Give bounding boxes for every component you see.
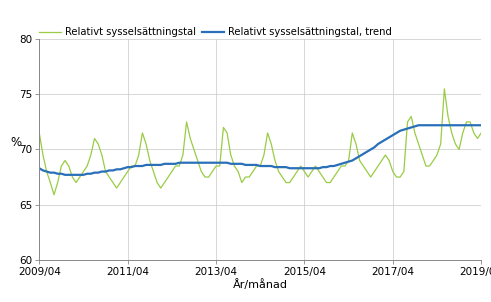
Line: Relativt sysselsättningstal, trend: Relativt sysselsättningstal, trend <box>39 125 481 175</box>
Relativt sysselsättningstal, trend <box>143 163 149 167</box>
Relativt sysselsättningstal, trend <box>62 173 68 177</box>
Relativt sysselsättningstal <box>478 131 484 135</box>
Relativt sysselsättningstal, trend <box>36 166 42 170</box>
Legend: Relativt sysselsättningstal, Relativt sysselsättningstal, trend: Relativt sysselsättningstal, Relativt sy… <box>39 27 392 37</box>
Relativt sysselsättningstal, trend <box>338 162 344 165</box>
Relativt sysselsättningstal <box>316 170 322 173</box>
Relativt sysselsättningstal <box>143 142 149 146</box>
Relativt sysselsättningstal <box>338 164 344 168</box>
Relativt sysselsättningstal, trend <box>228 162 234 165</box>
Relativt sysselsättningstal, trend <box>478 124 484 127</box>
Relativt sysselsättningstal, trend <box>415 124 421 127</box>
Relativt sysselsättningstal <box>441 87 447 91</box>
Relativt sysselsättningstal, trend <box>316 166 322 170</box>
X-axis label: År/månad: År/månad <box>233 279 288 290</box>
Relativt sysselsättningstal <box>84 164 90 168</box>
Relativt sysselsättningstal, trend <box>84 172 90 175</box>
Line: Relativt sysselsättningstal: Relativt sysselsättningstal <box>39 89 481 195</box>
Relativt sysselsättningstal <box>36 131 42 135</box>
Relativt sysselsättningstal <box>51 193 57 197</box>
Relativt sysselsättningstal <box>228 153 234 157</box>
Relativt sysselsättningstal, trend <box>456 124 462 127</box>
Y-axis label: %: % <box>11 137 22 149</box>
Relativt sysselsättningstal <box>456 148 462 151</box>
